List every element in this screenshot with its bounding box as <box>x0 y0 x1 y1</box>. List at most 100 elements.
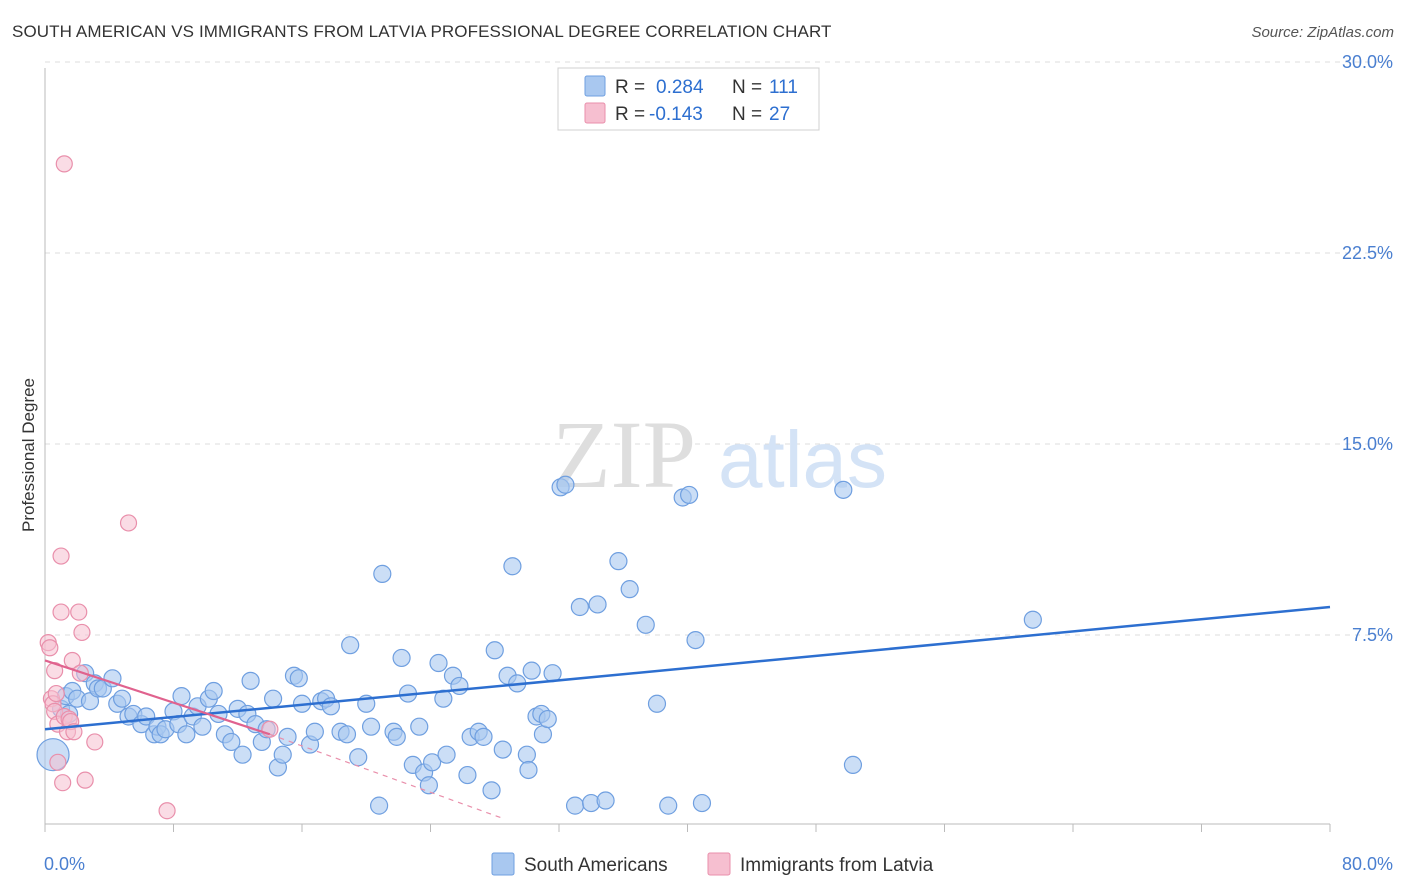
point-south-americans <box>278 727 297 746</box>
point-south-americans <box>680 485 699 505</box>
point-south-americans <box>503 557 522 576</box>
point-immigrants-from-latvia <box>73 623 91 642</box>
point-south-americans <box>177 725 196 744</box>
point-south-americans <box>112 689 132 708</box>
point-south-americans <box>373 564 392 583</box>
point-south-americans <box>337 725 357 744</box>
point-south-americans <box>341 636 360 655</box>
point-south-americans <box>556 475 575 494</box>
y-tick-label-1: 15.0% <box>1342 434 1393 454</box>
point-south-americans <box>289 669 308 688</box>
legend-r-value-1: 0.284 <box>656 77 704 98</box>
point-south-americans <box>493 740 512 759</box>
x-tick-label-1: 80.0% <box>1342 854 1393 874</box>
point-south-americans <box>596 791 615 810</box>
point-south-americans <box>636 615 655 634</box>
point-south-americans <box>588 595 607 614</box>
x-tick-label-0: 0.0% <box>44 854 85 874</box>
point-south-americans <box>429 653 448 673</box>
point-south-americans <box>519 760 538 780</box>
point-immigrants-from-latvia <box>76 771 94 789</box>
grid-lines <box>45 61 1390 636</box>
point-south-americans <box>517 745 536 764</box>
legend-n-value-1: 111 <box>769 77 798 98</box>
point-south-americans <box>533 725 553 744</box>
point-south-americans <box>647 694 667 713</box>
point-south-americans <box>370 796 389 815</box>
source-label: Source: ZipAtlas.com <box>1251 24 1394 41</box>
point-south-americans <box>843 755 863 774</box>
point-south-americans <box>361 717 381 736</box>
point-south-americans <box>410 717 429 736</box>
legend-r-label-2: R = <box>615 104 645 125</box>
point-south-americans <box>387 727 406 746</box>
point-south-americans <box>538 709 557 729</box>
bottom-legend-immigrants-from-latvia: Immigrants from Latvia <box>740 855 934 876</box>
point-south-americans <box>349 748 368 767</box>
point-south-americans <box>419 776 438 795</box>
watermark: ZIP atlas <box>552 401 887 508</box>
point-south-americans <box>193 717 212 736</box>
point-south-americans <box>834 480 853 499</box>
tick-labels: 7.5% 15.0% 22.5% 30.0% 0.0% 80.0% <box>44 52 1393 874</box>
bottom-legend: South Americans Immigrants from Latvia <box>491 852 934 876</box>
y-axis-label: Professional Degree <box>19 378 38 532</box>
y-tick-label-2: 22.5% <box>1342 243 1393 263</box>
point-south-americans <box>437 745 456 764</box>
point-immigrants-from-latvia <box>55 155 73 173</box>
point-south-americans <box>474 727 493 746</box>
point-south-americans <box>565 796 585 815</box>
bottom-legend-south-americans: South Americans <box>524 855 668 876</box>
point-immigrants-from-latvia <box>119 514 138 532</box>
trend-line-immigrants-from-latvia <box>44 659 271 736</box>
point-immigrants-from-latvia <box>54 774 72 792</box>
watermark-atlas: atlas <box>718 415 887 504</box>
point-south-americans <box>659 796 678 815</box>
point-immigrants-from-latvia <box>47 684 65 703</box>
y-tick-label-0: 7.5% <box>1352 625 1393 645</box>
point-south-americans <box>222 732 241 752</box>
y-tick-label-3: 30.0% <box>1342 52 1393 72</box>
legend-r-label-1: R = <box>615 77 645 98</box>
legend-r-value-2: -0.143 <box>649 104 703 125</box>
point-south-americans <box>482 781 501 800</box>
point-immigrants-from-latvia <box>52 547 70 565</box>
trend-lines <box>44 605 1331 819</box>
point-immigrants-from-latvia <box>41 639 59 657</box>
point-immigrants-from-latvia <box>49 753 67 771</box>
point-south-americans <box>450 676 469 696</box>
chart-title: SOUTH AMERICAN VS IMMIGRANTS FROM LATVIA… <box>12 22 832 41</box>
point-south-americans <box>172 687 191 706</box>
point-south-americans <box>204 681 223 701</box>
point-south-americans <box>305 722 324 741</box>
legend-n-label-2: N = <box>732 104 762 125</box>
legend-n-value-2: 27 <box>769 104 790 125</box>
trend-line-immigrants-from-latvia-extension <box>269 733 503 819</box>
point-south-americans <box>458 765 477 785</box>
bottom-legend-swatch-blue <box>491 852 515 876</box>
point-south-americans <box>273 745 292 764</box>
point-south-americans <box>263 689 283 708</box>
legend-swatch-pink <box>584 102 606 124</box>
point-immigrants-from-latvia <box>158 802 176 820</box>
point-south-americans <box>423 753 442 772</box>
point-south-americans <box>241 671 260 690</box>
point-immigrants-from-latvia <box>86 733 104 751</box>
point-south-americans <box>570 597 589 617</box>
point-south-americans <box>485 641 504 660</box>
point-south-americans <box>686 630 705 650</box>
legend: R = 0.284 N = 111 R = -0.143 N = 27 <box>557 67 820 131</box>
legend-n-label-1: N = <box>732 77 762 98</box>
point-south-americans <box>692 793 712 813</box>
point-immigrants-from-latvia <box>70 603 88 621</box>
point-south-americans <box>522 661 541 680</box>
trend-line-south-americans <box>44 605 1331 731</box>
bottom-legend-swatch-pink <box>707 852 731 876</box>
point-south-americans <box>1023 610 1042 629</box>
point-south-americans <box>233 745 252 764</box>
legend-swatch-blue <box>584 75 606 97</box>
point-south-americans <box>620 580 639 599</box>
point-immigrants-from-latvia <box>52 603 70 621</box>
point-south-americans <box>103 669 122 688</box>
